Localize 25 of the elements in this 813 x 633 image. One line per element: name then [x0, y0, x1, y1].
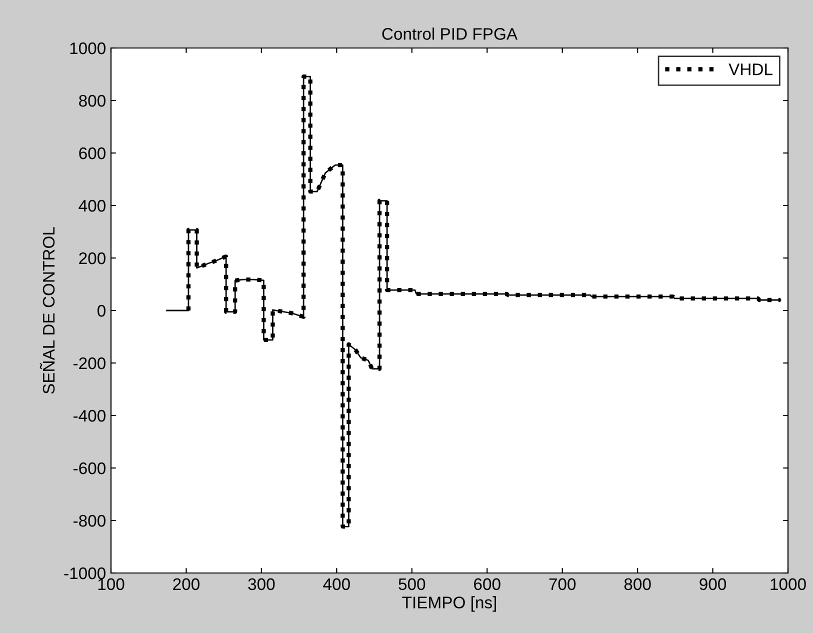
- x-tick-label: 500: [398, 578, 426, 590]
- x-tick-label: 200: [173, 578, 200, 590]
- x-tick-label: 100: [98, 578, 124, 590]
- chart-title: Control PID FPGA: [382, 28, 518, 40]
- y-tick-label: -400: [74, 410, 106, 422]
- x-axis-title: TIEMPO [ns]: [402, 596, 496, 612]
- y-tick-label: 400: [78, 200, 106, 212]
- x-tick-label: 800: [624, 578, 651, 590]
- y-tick-label: 0: [98, 304, 106, 317]
- y-tick-label: 1000: [70, 42, 106, 54]
- y-tick-label: 600: [79, 147, 106, 160]
- x-tick-label: 1000: [770, 578, 806, 590]
- x-tick-label: 900: [700, 578, 726, 590]
- y-tick-label: -600: [74, 462, 106, 474]
- x-tick-label: 300: [248, 578, 275, 590]
- y-axis-title: SEÑAL DE CONTROL: [40, 227, 55, 394]
- y-tick-label: -800: [74, 514, 106, 527]
- legend-label: VHDL: [728, 64, 772, 76]
- y-tick-label: 200: [79, 252, 106, 264]
- x-tick-label: 600: [474, 578, 500, 590]
- y-tick-label: -200: [74, 357, 106, 370]
- y-tick-label: -1000: [64, 567, 106, 580]
- y-tick-label: 800: [79, 94, 106, 107]
- x-tick-label: 700: [549, 578, 576, 590]
- x-tick-label: 400: [323, 578, 350, 590]
